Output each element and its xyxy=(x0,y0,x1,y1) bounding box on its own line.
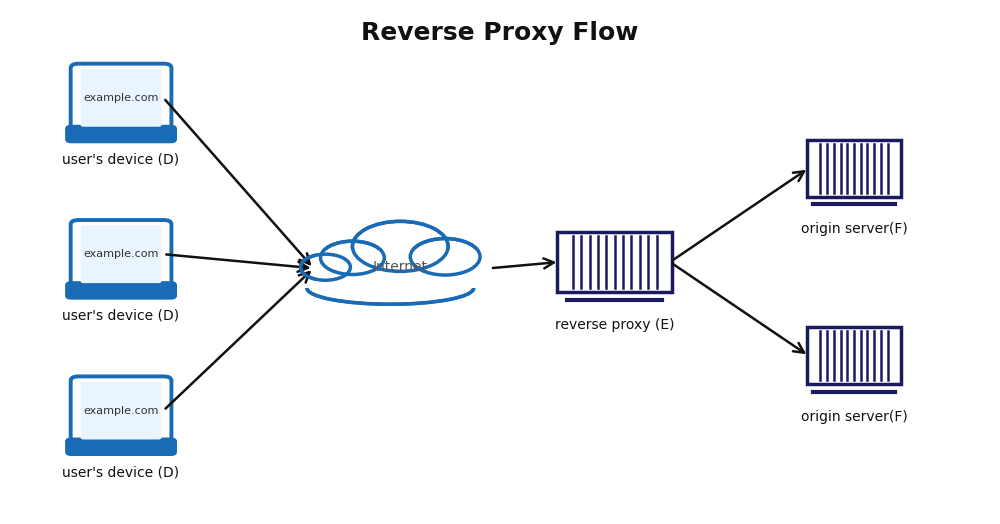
FancyBboxPatch shape xyxy=(67,440,175,454)
FancyBboxPatch shape xyxy=(71,376,171,445)
Text: example.com: example.com xyxy=(83,93,159,103)
FancyBboxPatch shape xyxy=(71,64,171,132)
FancyBboxPatch shape xyxy=(557,232,672,292)
FancyBboxPatch shape xyxy=(316,250,485,287)
FancyBboxPatch shape xyxy=(807,139,901,197)
FancyBboxPatch shape xyxy=(306,257,495,291)
Circle shape xyxy=(410,238,480,275)
Circle shape xyxy=(352,221,448,271)
Text: user's device (D): user's device (D) xyxy=(62,465,180,479)
Text: Reverse Proxy Flow: Reverse Proxy Flow xyxy=(361,20,639,45)
Text: example.com: example.com xyxy=(83,249,159,259)
Text: user's device (D): user's device (D) xyxy=(62,309,180,323)
FancyBboxPatch shape xyxy=(67,127,175,141)
Text: example.com: example.com xyxy=(83,406,159,416)
Text: origin server(F): origin server(F) xyxy=(801,409,907,423)
FancyBboxPatch shape xyxy=(67,283,175,298)
FancyBboxPatch shape xyxy=(81,225,161,283)
Circle shape xyxy=(301,254,350,280)
FancyBboxPatch shape xyxy=(71,220,171,288)
Circle shape xyxy=(321,241,384,275)
Text: user's device (D): user's device (D) xyxy=(62,152,180,166)
Text: reverse proxy (E): reverse proxy (E) xyxy=(555,318,674,332)
FancyBboxPatch shape xyxy=(81,381,161,440)
FancyBboxPatch shape xyxy=(807,327,901,385)
FancyBboxPatch shape xyxy=(81,69,161,127)
Text: origin server(F): origin server(F) xyxy=(801,222,907,236)
Text: Internet: Internet xyxy=(373,260,428,274)
